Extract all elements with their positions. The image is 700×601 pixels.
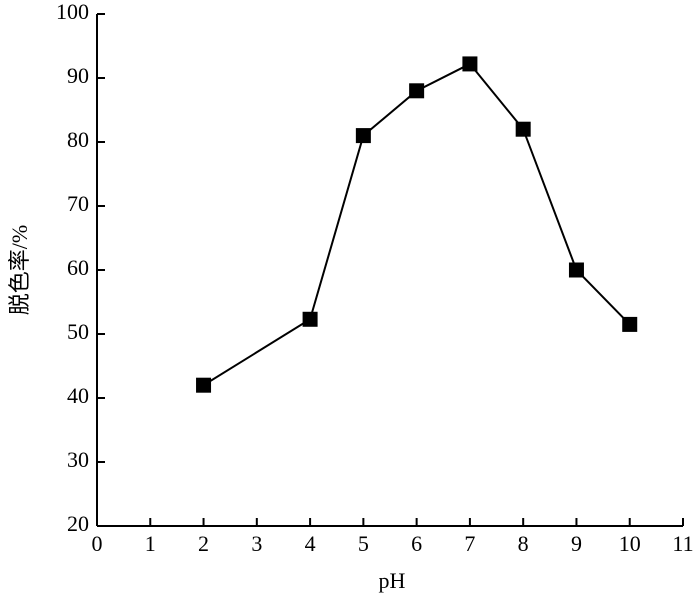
y-tick-label: 40 (67, 383, 89, 408)
marker (409, 83, 425, 99)
y-tick-label: 30 (67, 447, 89, 472)
x-tick-label: 2 (198, 531, 209, 556)
marker (462, 56, 478, 72)
x-tick-label: 6 (411, 531, 422, 556)
x-tick-label: 10 (619, 531, 641, 556)
y-tick-label: 90 (67, 63, 89, 88)
x-tick-label: 4 (305, 531, 316, 556)
x-tick-label: 7 (464, 531, 475, 556)
marker (622, 316, 638, 332)
x-tick-label: 1 (145, 531, 156, 556)
marker (515, 121, 531, 137)
marker (568, 262, 584, 278)
x-tick-label: 5 (358, 531, 369, 556)
x-tick-label: 8 (518, 531, 529, 556)
x-tick-label: 3 (251, 531, 262, 556)
y-tick-label: 20 (67, 511, 89, 536)
x-tick-label: 9 (571, 531, 582, 556)
y-tick-label: 50 (67, 319, 89, 344)
y-tick-label: 100 (56, 0, 89, 24)
marker (355, 128, 371, 144)
series-line (203, 62, 631, 387)
marker (302, 311, 318, 327)
y-tick-label: 60 (67, 255, 89, 280)
marker (196, 377, 212, 393)
y-tick-label: 70 (67, 191, 89, 216)
y-axis-label: 脱色率/% (7, 225, 32, 315)
x-tick-label: 0 (92, 531, 103, 556)
y-tick-label: 80 (67, 127, 89, 152)
x-tick-label: 11 (672, 531, 693, 556)
x-axis-label: pH (379, 568, 406, 593)
